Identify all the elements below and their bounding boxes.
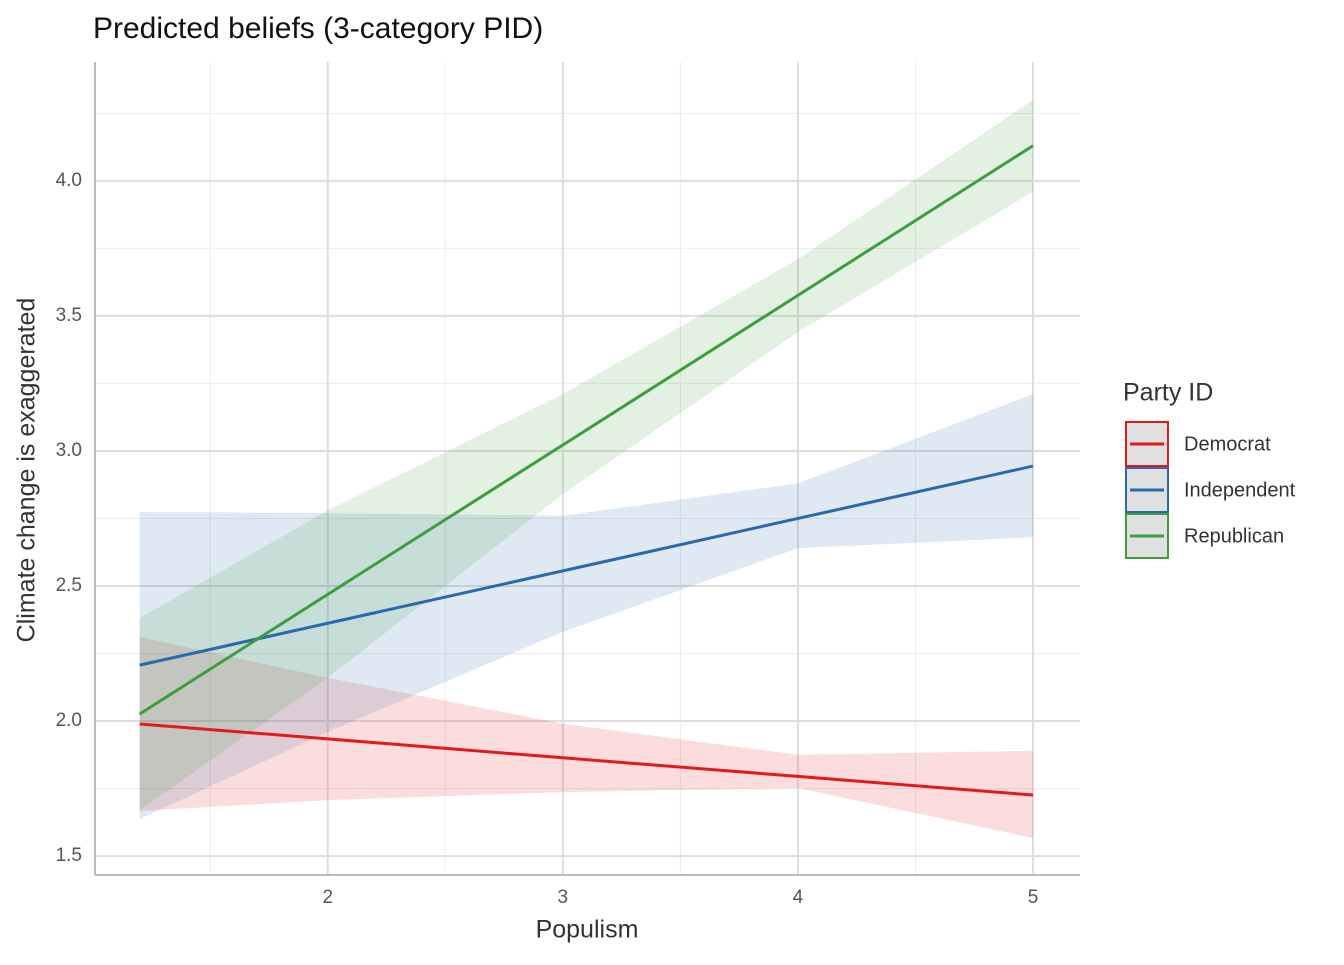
line — [139, 464, 1034, 667]
y-tick-label: 4.0 — [56, 170, 82, 191]
legend-label: Democrat — [1184, 433, 1271, 455]
y-axis-label: Climate change is exaggerated — [13, 298, 41, 643]
y-tick-label: 3.0 — [56, 440, 82, 461]
x-axis-label: Populism — [536, 916, 639, 944]
x-tick-label: 2 — [322, 887, 333, 908]
x-tick-label: 5 — [1028, 887, 1039, 908]
ribbon — [139, 637, 1033, 838]
legend-label: Republican — [1184, 525, 1284, 547]
x-tick-label: 3 — [558, 887, 569, 908]
y-tick-label: 1.5 — [56, 845, 82, 866]
y-tick-label: 3.5 — [56, 305, 82, 326]
legend-title: Party ID — [1123, 379, 1213, 407]
line — [138, 144, 1034, 716]
chart-title: Predicted beliefs (3-category PID) — [93, 12, 543, 45]
ribbon — [139, 394, 1033, 820]
y-tick-label: 2.5 — [56, 575, 82, 596]
line — [139, 722, 1034, 797]
y-tick-label: 2.0 — [56, 710, 82, 731]
ribbon — [139, 99, 1033, 811]
legend-label: Independent — [1184, 479, 1296, 501]
x-tick-label: 4 — [793, 887, 804, 908]
